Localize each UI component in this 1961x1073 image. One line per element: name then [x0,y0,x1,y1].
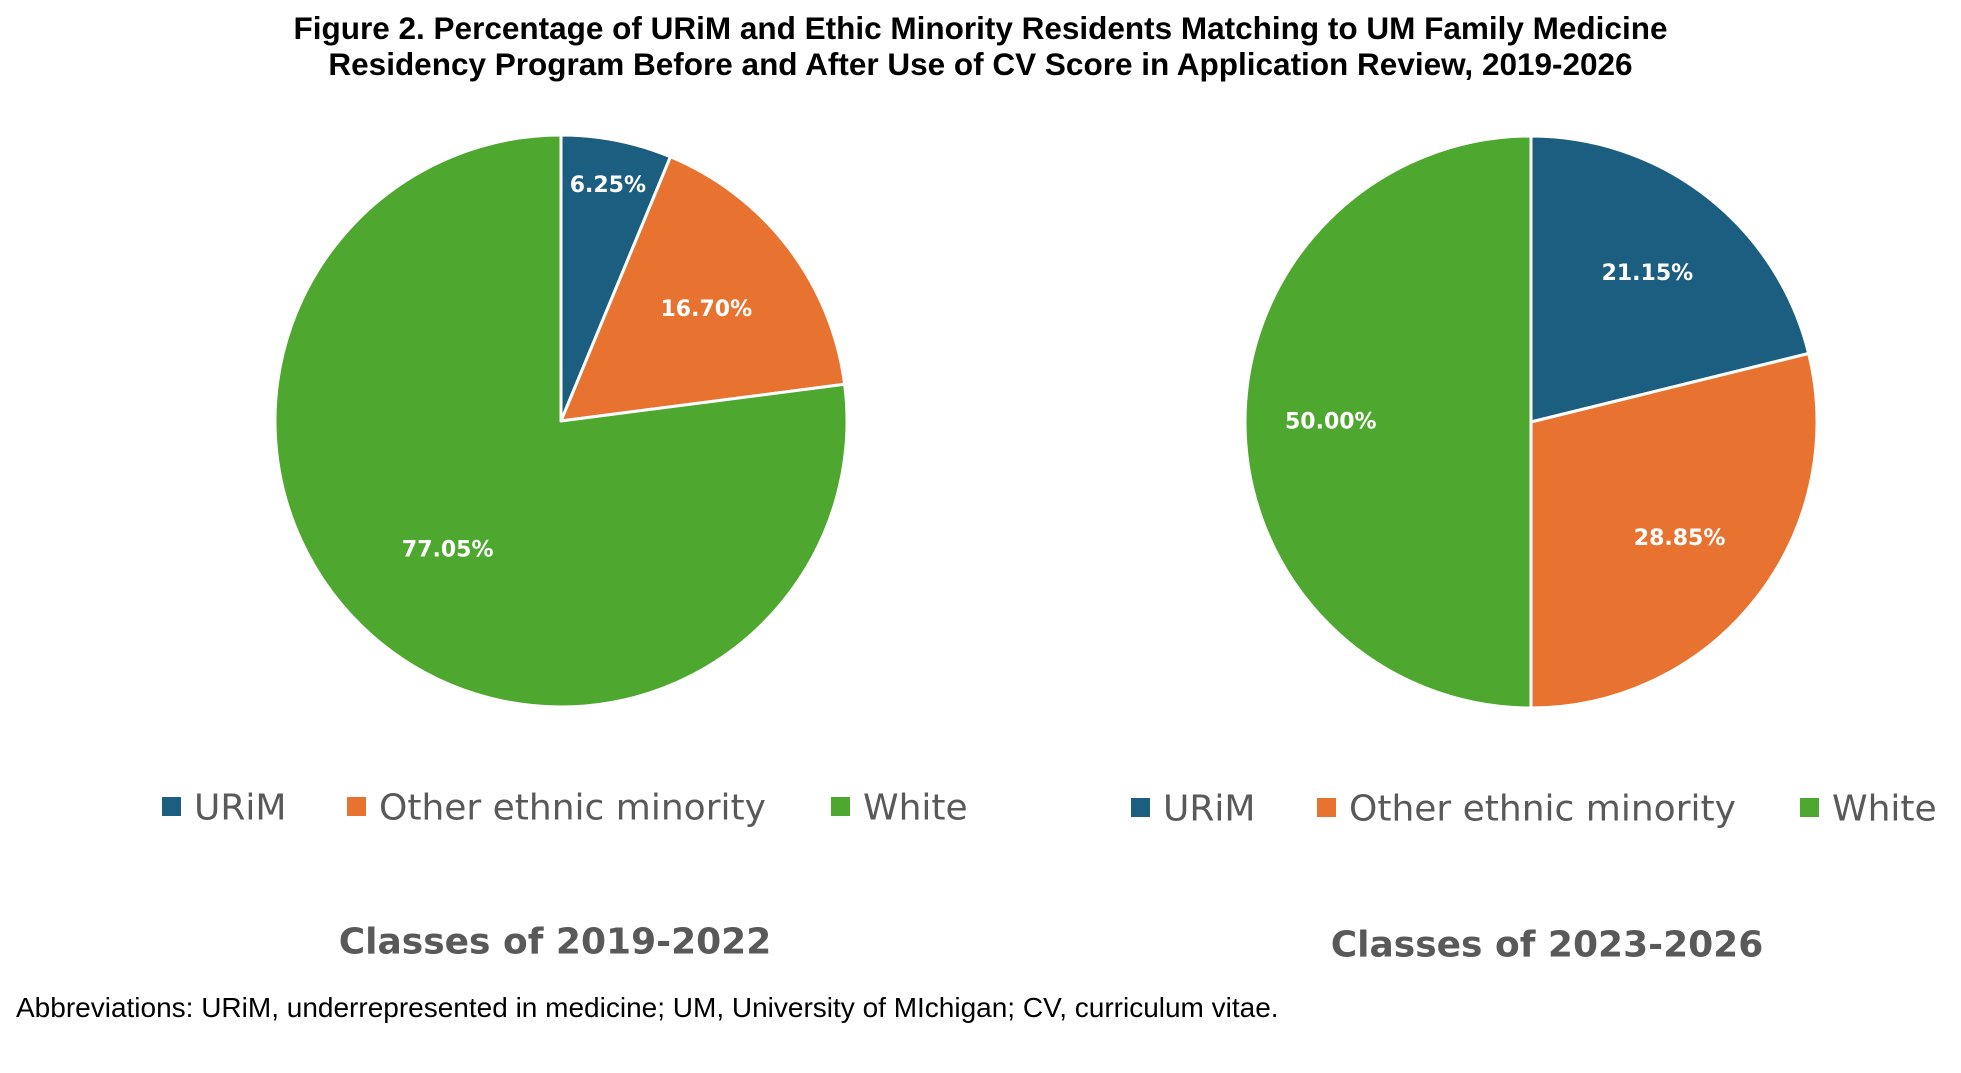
pie-slice-white [273,133,849,709]
slice-label-urim: 21.15% [1602,261,1694,286]
chart-title: Classes of 2023-2026 [1331,925,1764,966]
pie-slice-white [1243,134,1533,710]
legend-label-urim: URiM [1163,789,1255,830]
pie-charts: 6.25% 16.70% 77.05% URiM Other ethnic minori… [162,133,1937,966]
legend-swatch-urim [1131,798,1150,817]
legend-swatch-other-ethnic-minority [347,797,366,816]
slice-label-other-ethnic-minority: 28.85% [1634,526,1726,551]
legend-label-other-ethnic-minority: Other ethnic minority [379,788,766,829]
legend-label-other-ethnic-minority: Other ethnic minority [1349,789,1736,830]
legend-swatch-urim [162,797,181,816]
pie-slice-other-ethnic-minority [1529,351,1819,710]
figure-title: Figure 2. Percentage of URiM and Ethic M… [0,10,1961,82]
slice-label-other-ethnic-minority: 16.70% [661,297,753,322]
abbreviations-footnote: Abbreviations: URiM, underrepresented in… [16,992,1279,1023]
chart-legend: URiM Other ethnic minority White [1131,789,1937,830]
figure-title-line-1: Figure 2. Percentage of URiM and Ethic M… [293,10,1668,46]
legend-swatch-white [1800,798,1819,817]
pie-slice-other-ethnic-minority [559,155,847,423]
pie-slice-urim [1529,134,1811,424]
slice-label-white: 77.05% [402,537,494,562]
legend-label-white: White [863,788,968,829]
figure-title-line-2: Residency Program Before and After Use o… [328,46,1633,82]
chart-title: Classes of 2019-2022 [339,922,772,963]
slice-label-urim: 6.25% [570,173,646,198]
legend-swatch-other-ethnic-minority [1317,798,1336,817]
slice-label-white: 50.00% [1285,410,1377,435]
pie-chart-1: 6.25% 16.70% 77.05% URiM Other ethnic minori… [162,133,968,963]
legend-label-urim: URiM [194,788,286,829]
legend-label-white: White [1832,789,1937,830]
legend-swatch-white [831,797,850,816]
chart-legend: URiM Other ethnic minority White [162,788,968,829]
pie-chart-2: 21.15% 28.85% 50.00% URiM Other ethnic minor… [1131,134,1937,966]
